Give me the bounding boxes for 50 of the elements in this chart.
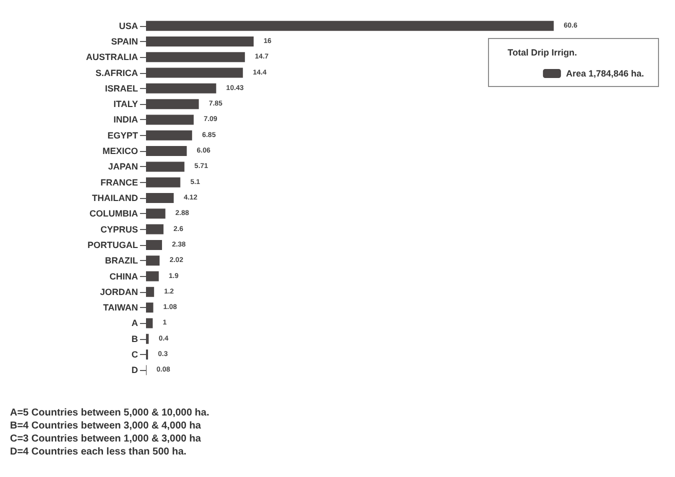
y-tick-label: MEXICO (102, 146, 138, 156)
y-tick-label: CHINA (110, 271, 138, 282)
bar (146, 256, 160, 266)
y-tick-label: D (132, 365, 138, 376)
y-tick-label: AUSTRALIA (86, 52, 138, 62)
bar (146, 302, 154, 313)
bar (146, 83, 216, 94)
legend-title: Total Drip Irrign. (508, 48, 578, 58)
text: A=5 Countries between 5,000 & 10,000 ha. (10, 408, 210, 418)
bar (146, 68, 243, 78)
y-tick-label: S.AFRICA (96, 68, 138, 78)
y-tick-label: INDIA (114, 114, 138, 125)
y-tick-label: PORTUGAL (88, 240, 138, 250)
text: C=3 Countries between 1,000 & 3,000 ha (10, 434, 202, 444)
bar (146, 20, 554, 31)
y-tick-label: JORDAN (100, 286, 138, 297)
y-tick-label: BRAZIL (105, 256, 138, 266)
bar (146, 318, 153, 328)
bar (146, 224, 164, 234)
y-tick-label: TAIWAN (103, 302, 138, 313)
bar (146, 162, 184, 172)
bar (146, 177, 180, 188)
y-tick-label: COLUMBIA (90, 208, 138, 219)
y-tick-label: CYPRUS (100, 224, 138, 234)
bar (146, 240, 162, 250)
y-tick-label: A (132, 318, 138, 328)
y-tick-label: SPAIN (111, 36, 138, 46)
y-tick-label: USA (118, 20, 138, 31)
y-tick-label: B (132, 334, 138, 344)
bar (146, 271, 159, 282)
y-tick-label: ISRAEL (104, 83, 138, 94)
y-tick-label: ITALY (113, 99, 138, 110)
bar (146, 286, 154, 297)
y-tick-label: JAPAN (108, 162, 138, 172)
y-tick-label: FRANCE (100, 177, 138, 188)
text: D=4 Countries each less than 500 ha. (10, 446, 187, 458)
bar (146, 52, 245, 62)
text: B=4 Countries between 3,000 & 4,000 ha (10, 420, 202, 432)
bar (146, 334, 149, 344)
bar (146, 36, 254, 46)
y-tick-label: THAILAND (92, 193, 138, 203)
y-tick-label: EGYPT (107, 130, 138, 140)
bar (146, 146, 187, 156)
bar (146, 193, 174, 203)
bar (146, 208, 166, 219)
y-tick-label: C (132, 350, 138, 360)
bar (146, 114, 194, 125)
bar (146, 130, 192, 140)
bar (146, 99, 199, 110)
legend-label: Area 1,784,846 ha. (566, 68, 644, 78)
